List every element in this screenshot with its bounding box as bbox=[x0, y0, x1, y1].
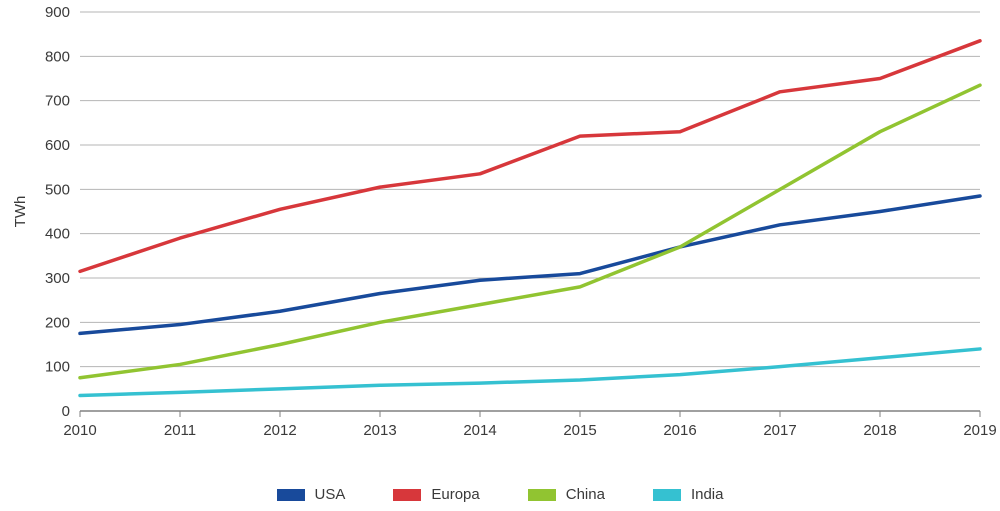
x-tick-label: 2016 bbox=[663, 422, 696, 439]
y-tick-label: 800 bbox=[45, 48, 70, 65]
x-tick-label: 2013 bbox=[363, 422, 396, 439]
y-axis-label: TWh bbox=[12, 196, 29, 228]
legend-label: India bbox=[691, 486, 724, 503]
y-tick-label: 200 bbox=[45, 314, 70, 331]
legend-label: Europa bbox=[431, 486, 479, 503]
y-tick-label: 700 bbox=[45, 93, 70, 110]
y-tick-label: 900 bbox=[45, 4, 70, 21]
legend-swatch bbox=[653, 489, 681, 501]
legend-item-usa: USA bbox=[277, 486, 346, 503]
x-tick-label: 2015 bbox=[563, 422, 596, 439]
legend-swatch bbox=[393, 489, 421, 501]
legend-swatch bbox=[528, 489, 556, 501]
y-tick-label: 400 bbox=[45, 226, 70, 243]
legend-label: USA bbox=[315, 486, 346, 503]
legend-swatch bbox=[277, 489, 305, 501]
y-tick-label: 600 bbox=[45, 137, 70, 154]
x-tick-label: 2011 bbox=[164, 422, 196, 439]
legend-item-europa: Europa bbox=[393, 486, 479, 503]
x-tick-label: 2010 bbox=[63, 422, 96, 439]
y-tick-label: 100 bbox=[45, 359, 70, 376]
x-tick-label: 2014 bbox=[463, 422, 496, 439]
y-tick-label: 0 bbox=[62, 403, 70, 420]
legend-item-china: China bbox=[528, 486, 605, 503]
x-tick-label: 2018 bbox=[863, 422, 896, 439]
y-tick-label: 500 bbox=[45, 181, 70, 198]
y-tick-label: 300 bbox=[45, 270, 70, 287]
x-tick-label: 2019 bbox=[963, 422, 996, 439]
x-tick-label: 2012 bbox=[263, 422, 296, 439]
legend-item-india: India bbox=[653, 486, 724, 503]
line-chart-container: 0 100 200 300 400 500 600 700 800 900 2010 2011 2012… bbox=[0, 0, 1000, 511]
legend-label: China bbox=[566, 486, 605, 503]
chart-svg: 0 100 200 300 400 500 600 700 800 900 2010 2011 2012… bbox=[0, 0, 1000, 511]
legend: USA Europa China India bbox=[0, 486, 1000, 503]
x-tick-label: 2017 bbox=[763, 422, 796, 439]
